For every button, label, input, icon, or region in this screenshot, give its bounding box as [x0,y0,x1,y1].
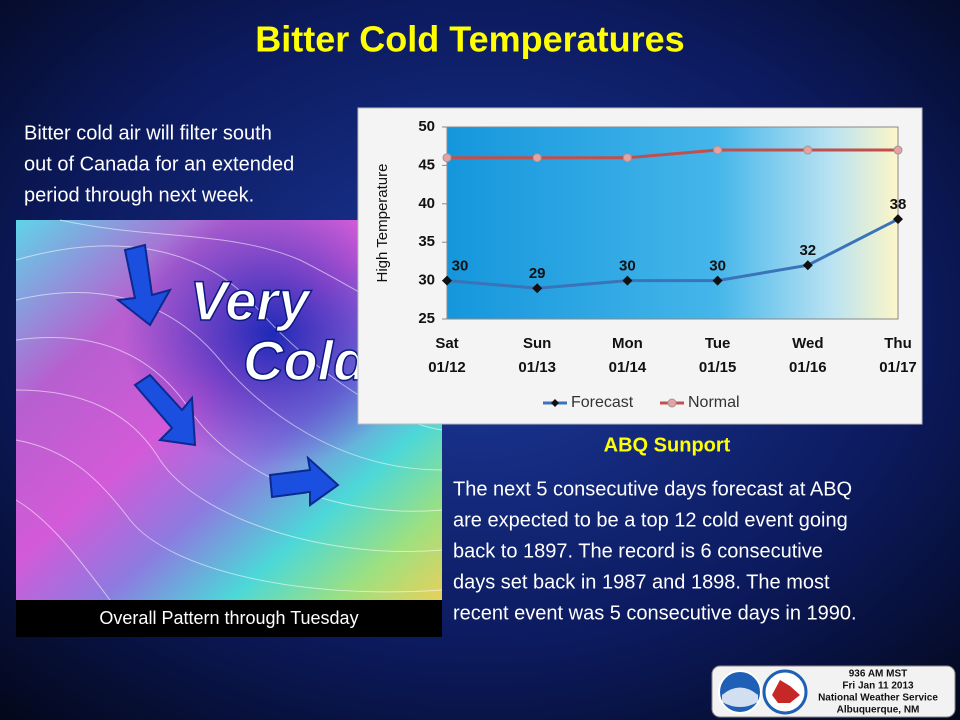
data-label: 38 [890,196,907,213]
map-caption: Overall Pattern through Tuesday [99,608,358,628]
data-label: 30 [709,258,726,275]
map-label-line: Very [190,269,312,332]
marker [712,275,723,286]
y-tick-label: 30 [418,272,435,289]
x-tick-label: Mon 01/14 [609,335,647,376]
intro-line: out of Canada for an extended [24,153,294,175]
plot-area [446,126,899,320]
x-tick-label: Sun 01/13 [518,335,556,376]
marker [802,260,813,271]
marker [622,153,632,163]
series-line [447,148,898,160]
series-line [446,217,899,290]
body-line: back to 1897. The record is 6 consecutiv… [453,540,823,562]
nws-logo-mark [772,680,800,703]
data-label: 30 [452,258,469,275]
stamp-line: National Weather Service [818,693,938,704]
data-label: 32 [799,242,816,259]
y-tick-label: 50 [418,118,435,135]
x-tick-label: Wed 01/16 [789,335,827,376]
legend-label: Normal [688,394,740,411]
slide-title: Bitter Cold Temperatures [255,19,684,60]
body-line: recent event was 5 consecutive days in 1… [453,602,857,624]
marker [622,275,633,286]
stamp-line: Albuquerque, NM [837,705,920,716]
marker [532,153,542,163]
body-line: are expected to be a top 12 cold event g… [453,509,848,531]
marker [532,283,543,294]
body-line: The next 5 consecutive days forecast at … [453,478,852,500]
marker [442,153,452,163]
body-text: The next 5 consecutive days forecast at … [453,478,857,624]
y-tick-label: 40 [418,195,435,212]
legend-marker [551,399,559,407]
y-tick-label: 25 [418,310,435,327]
data-label: 30 [619,258,636,275]
intro-line: period through next week. [24,184,254,206]
x-tick-label: Thu 01/17 [879,335,917,376]
flow-arrows [115,243,340,507]
x-tick-label: Tue 01/15 [699,335,737,376]
intro-line: Bitter cold air will filter south [24,122,272,144]
y-tick-label: 45 [418,156,435,173]
noaa-logo-wave [722,687,758,707]
x-tick-label: Sat 01/12 [428,335,466,376]
y-axis-label: High Temperature [374,164,391,283]
body-line: days set back in 1987 and 1898. The most [453,571,830,593]
marker [803,145,813,155]
marker [442,275,452,286]
marker [893,145,903,155]
stamp-line: 936 AM MST [849,669,908,680]
map-label-line: Cold [243,329,369,392]
chart-caption: ABQ Sunport [604,434,731,456]
intro-text: Bitter cold air will filter south out of … [24,122,294,206]
marker [713,145,723,155]
marker [893,214,903,225]
stamp-line: Fri Jan 11 2013 [842,681,914,692]
y-tick-label: 35 [418,233,435,250]
legend-label: Forecast [571,394,634,411]
map-caption-box [16,600,442,637]
legend-marker [667,398,677,408]
chart: 25 30 35 40 45 50 High Temperature Sat 01/12 Sun 0… [374,118,917,411]
data-label: 29 [529,265,546,282]
